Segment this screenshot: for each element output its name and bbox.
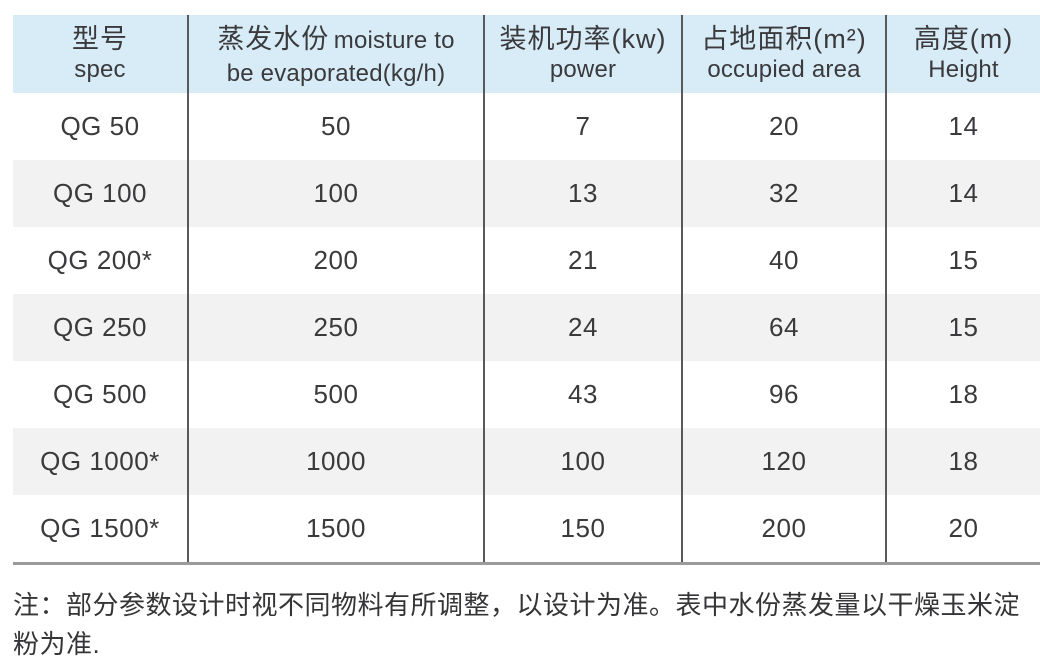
value-cell: 14 bbox=[885, 93, 1040, 160]
table-body: QG 50 50 7 20 14 QG 100 100 13 32 14 QG 200* 200 21 4… bbox=[13, 93, 1040, 562]
value-cell: 18 bbox=[885, 428, 1040, 495]
value-cell: 120 bbox=[681, 428, 885, 495]
model-cell: QG 1500* bbox=[40, 513, 160, 543]
value-cell: 1000 bbox=[187, 428, 483, 495]
table-row: QG 1500* 1500 150 200 20 bbox=[13, 495, 1040, 562]
table-row: QG 1000* 1000 100 120 18 bbox=[13, 428, 1040, 495]
header-spec-en: spec bbox=[74, 56, 126, 83]
header-cell-height: 高度(m) Height bbox=[885, 15, 1040, 93]
value-cell: 64 bbox=[681, 294, 885, 361]
value-cell: 100 bbox=[483, 428, 681, 495]
value-cell: 40 bbox=[681, 227, 885, 294]
header-spec-zh: 型号 bbox=[72, 24, 128, 54]
value-cell: 20 bbox=[681, 93, 885, 160]
value-cell: 250 bbox=[187, 294, 483, 361]
model-cell: QG 1000* bbox=[40, 446, 160, 476]
value-cell: 21 bbox=[483, 227, 681, 294]
header-area-en: occupied area bbox=[707, 56, 861, 83]
value-cell: 14 bbox=[885, 160, 1040, 227]
header-area-zh: 占地面积(m²) bbox=[701, 24, 867, 54]
value-cell: 7 bbox=[483, 93, 681, 160]
header-cell-moisture: 蒸发水份 moisture to be evaporated(kg/h) bbox=[187, 15, 483, 93]
value-cell: 500 bbox=[187, 361, 483, 428]
value-cell: 18 bbox=[885, 361, 1040, 428]
header-moisture-zh: 蒸发水份 bbox=[217, 24, 330, 54]
model-cell: QG 200* bbox=[47, 245, 153, 275]
table-row: QG 500 500 43 96 18 bbox=[13, 361, 1040, 428]
spec-table: 型号 spec 蒸发水份 moisture to be evaporated(k… bbox=[13, 15, 1040, 565]
footnote: 注：部分参数设计时视不同物料有所调整，以设计为准。表中水份蒸发量以干燥玉米淀粉为… bbox=[13, 590, 1021, 656]
model-cell: QG 50 bbox=[60, 111, 140, 141]
value-cell: 24 bbox=[483, 294, 681, 361]
model-cell: QG 100 bbox=[52, 178, 148, 208]
value-cell: 200 bbox=[681, 495, 885, 562]
header-cell-spec: 型号 spec bbox=[13, 15, 187, 93]
value-cell: 15 bbox=[885, 227, 1040, 294]
value-cell: 50 bbox=[187, 93, 483, 160]
header-power-en: power bbox=[549, 56, 617, 83]
value-cell: 43 bbox=[483, 361, 681, 428]
table-row: QG 200* 200 21 40 15 bbox=[13, 227, 1040, 294]
model-cell: QG 500 bbox=[52, 379, 148, 409]
value-cell: 32 bbox=[681, 160, 885, 227]
table-row: QG 50 50 7 20 14 bbox=[13, 93, 1040, 160]
table-row: QG 250 250 24 64 15 bbox=[13, 294, 1040, 361]
value-cell: 15 bbox=[885, 294, 1040, 361]
header-cell-area: 占地面积(m²) occupied area bbox=[681, 15, 885, 93]
value-cell: 100 bbox=[187, 160, 483, 227]
header-power-zh: 装机功率(kw) bbox=[499, 24, 667, 54]
header-cell-power: 装机功率(kw) power bbox=[483, 15, 681, 93]
header-height-en: Height bbox=[928, 56, 999, 83]
value-cell: 96 bbox=[681, 361, 885, 428]
value-cell: 1500 bbox=[187, 495, 483, 562]
value-cell: 20 bbox=[885, 495, 1040, 562]
value-cell: 150 bbox=[483, 495, 681, 562]
table-row: QG 100 100 13 32 14 bbox=[13, 160, 1040, 227]
header-height-zh: 高度(m) bbox=[913, 24, 1014, 54]
table-header-row: 型号 spec 蒸发水份 moisture to be evaporated(k… bbox=[13, 15, 1040, 93]
value-cell: 200 bbox=[187, 227, 483, 294]
value-cell: 13 bbox=[483, 160, 681, 227]
model-cell: QG 250 bbox=[52, 312, 148, 342]
